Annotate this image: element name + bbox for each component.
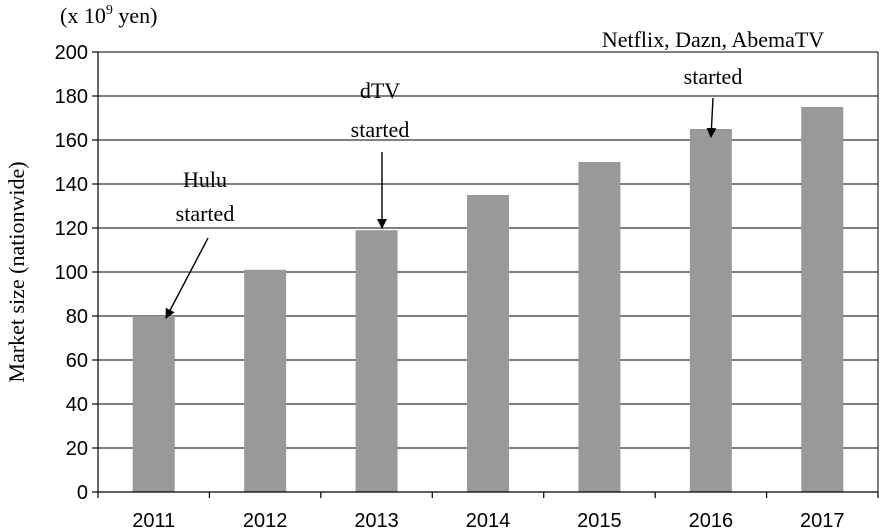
bar-2012	[244, 269, 287, 492]
annotation-2013: dTV started	[351, 78, 410, 229]
annotation-2016-line-0: Netflix, Dazn, AbemaTV	[602, 27, 824, 52]
bar-2015	[578, 162, 621, 492]
annotation-2016-line-1: started	[684, 64, 743, 89]
y-axis-title: Market size (nationwide)	[4, 161, 29, 382]
y-tick-label-160: 160	[55, 130, 88, 152]
x-tick-label-2017: 2017	[800, 510, 845, 532]
annotation-2016-arrow	[706, 97, 717, 138]
y-tick-labels: 0 20 40 60 80 100 120 140 160 180 200	[55, 42, 88, 504]
y-tick-label-100: 100	[55, 262, 88, 284]
y-tick-label-140: 140	[55, 174, 88, 196]
x-tick-label-2016: 2016	[689, 510, 734, 532]
x-tick-label-2011: 2011	[132, 510, 175, 532]
y-tick-label-40: 40	[66, 394, 88, 416]
annotation-2011-line-0: Hulu	[183, 167, 227, 192]
annotation-2011: Hulu started	[165, 167, 235, 319]
annotation-2013-line-0: dTV	[360, 78, 400, 103]
y-tick-label-120: 120	[55, 218, 88, 240]
x-tick-label-2014: 2014	[466, 510, 511, 532]
x-tick-labels: 2011 2012 2013 2014 2015 2016 2017	[132, 510, 844, 532]
annotation-2013-line-1: started	[351, 117, 410, 142]
y-tick-label-20: 20	[66, 438, 88, 460]
bar-2011	[132, 316, 175, 492]
bar-2014	[467, 195, 509, 492]
bar-2017	[801, 107, 844, 492]
bar-2013	[355, 230, 398, 492]
x-tick-label-2015: 2015	[577, 510, 622, 532]
y-tick-label-60: 60	[66, 350, 88, 372]
bars	[132, 107, 844, 492]
x-tick-label-2012: 2012	[243, 510, 288, 532]
y-tick-label-180: 180	[55, 86, 88, 108]
x-tick-label-2013: 2013	[354, 510, 399, 532]
y-tick-label-0: 0	[77, 482, 88, 504]
unit-label: (x 109 yen)	[60, 3, 157, 28]
y-tick-label-200: 200	[55, 42, 88, 64]
annotation-2011-line-1: started	[176, 201, 235, 226]
axes	[92, 51, 879, 498]
y-tick-label-80: 80	[66, 306, 88, 328]
bar-2016	[689, 129, 732, 492]
annotation-2011-arrow	[165, 237, 209, 319]
annotation-2016: Netflix, Dazn, AbemaTV started	[602, 27, 824, 138]
